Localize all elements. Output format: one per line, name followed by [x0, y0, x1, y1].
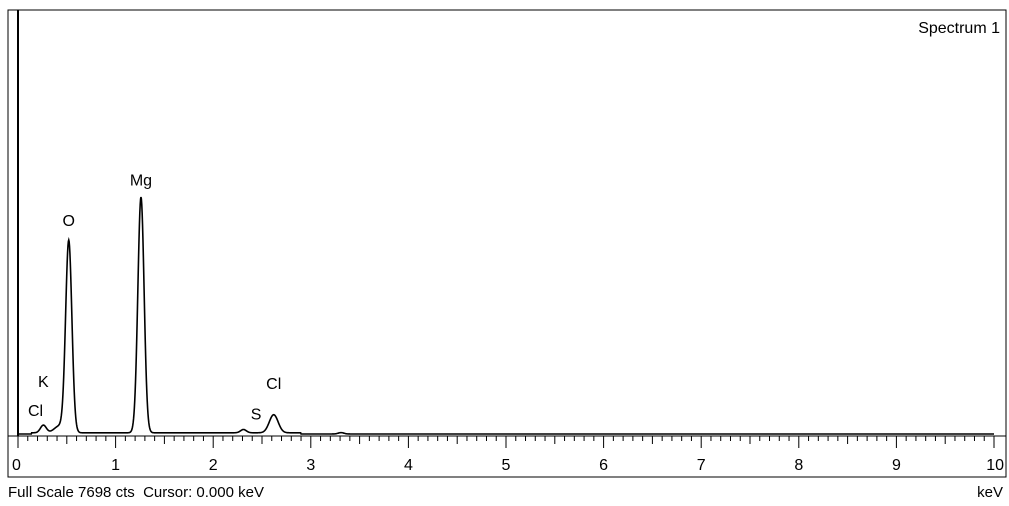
x-ticks: [17, 436, 995, 448]
x-tick-label: 9: [892, 457, 901, 474]
peak-label-cl: Cl: [28, 403, 43, 420]
x-tick-label: 0: [12, 457, 21, 474]
peak-label-s: S: [251, 407, 262, 424]
spectrum-line: [18, 196, 994, 435]
peak-label-cl: Cl: [266, 376, 281, 393]
x-tick-label: 5: [502, 457, 511, 474]
full-scale-text: Full Scale 7698 cts: [8, 484, 135, 501]
x-tick-label: 10: [986, 457, 1004, 474]
plot-frame: [7, 9, 1007, 478]
x-tick-label: 8: [794, 457, 803, 474]
x-axis-unit: keV: [977, 484, 1003, 501]
x-tick-label: 2: [209, 457, 218, 474]
x-tick-label: 1: [111, 457, 120, 474]
spectrum-title: Spectrum 1: [918, 20, 1000, 37]
x-tick-label: 3: [306, 457, 315, 474]
peak-label-k: K: [38, 374, 49, 391]
x-tick-label: 4: [404, 457, 413, 474]
x-tick-labels: 0 1 2 3 4 5 6 7 8 9 10: [12, 457, 1004, 474]
x-tick-label: 6: [599, 457, 608, 474]
x-tick-label: 7: [697, 457, 706, 474]
peak-label-mg: Mg: [130, 173, 152, 190]
cursor-readout: Cursor: 0.000 keV: [143, 484, 264, 501]
status-readout: Full Scale 7698 cts Cursor: 0.000 keV: [8, 484, 264, 502]
peak-label-o: O: [63, 213, 75, 230]
